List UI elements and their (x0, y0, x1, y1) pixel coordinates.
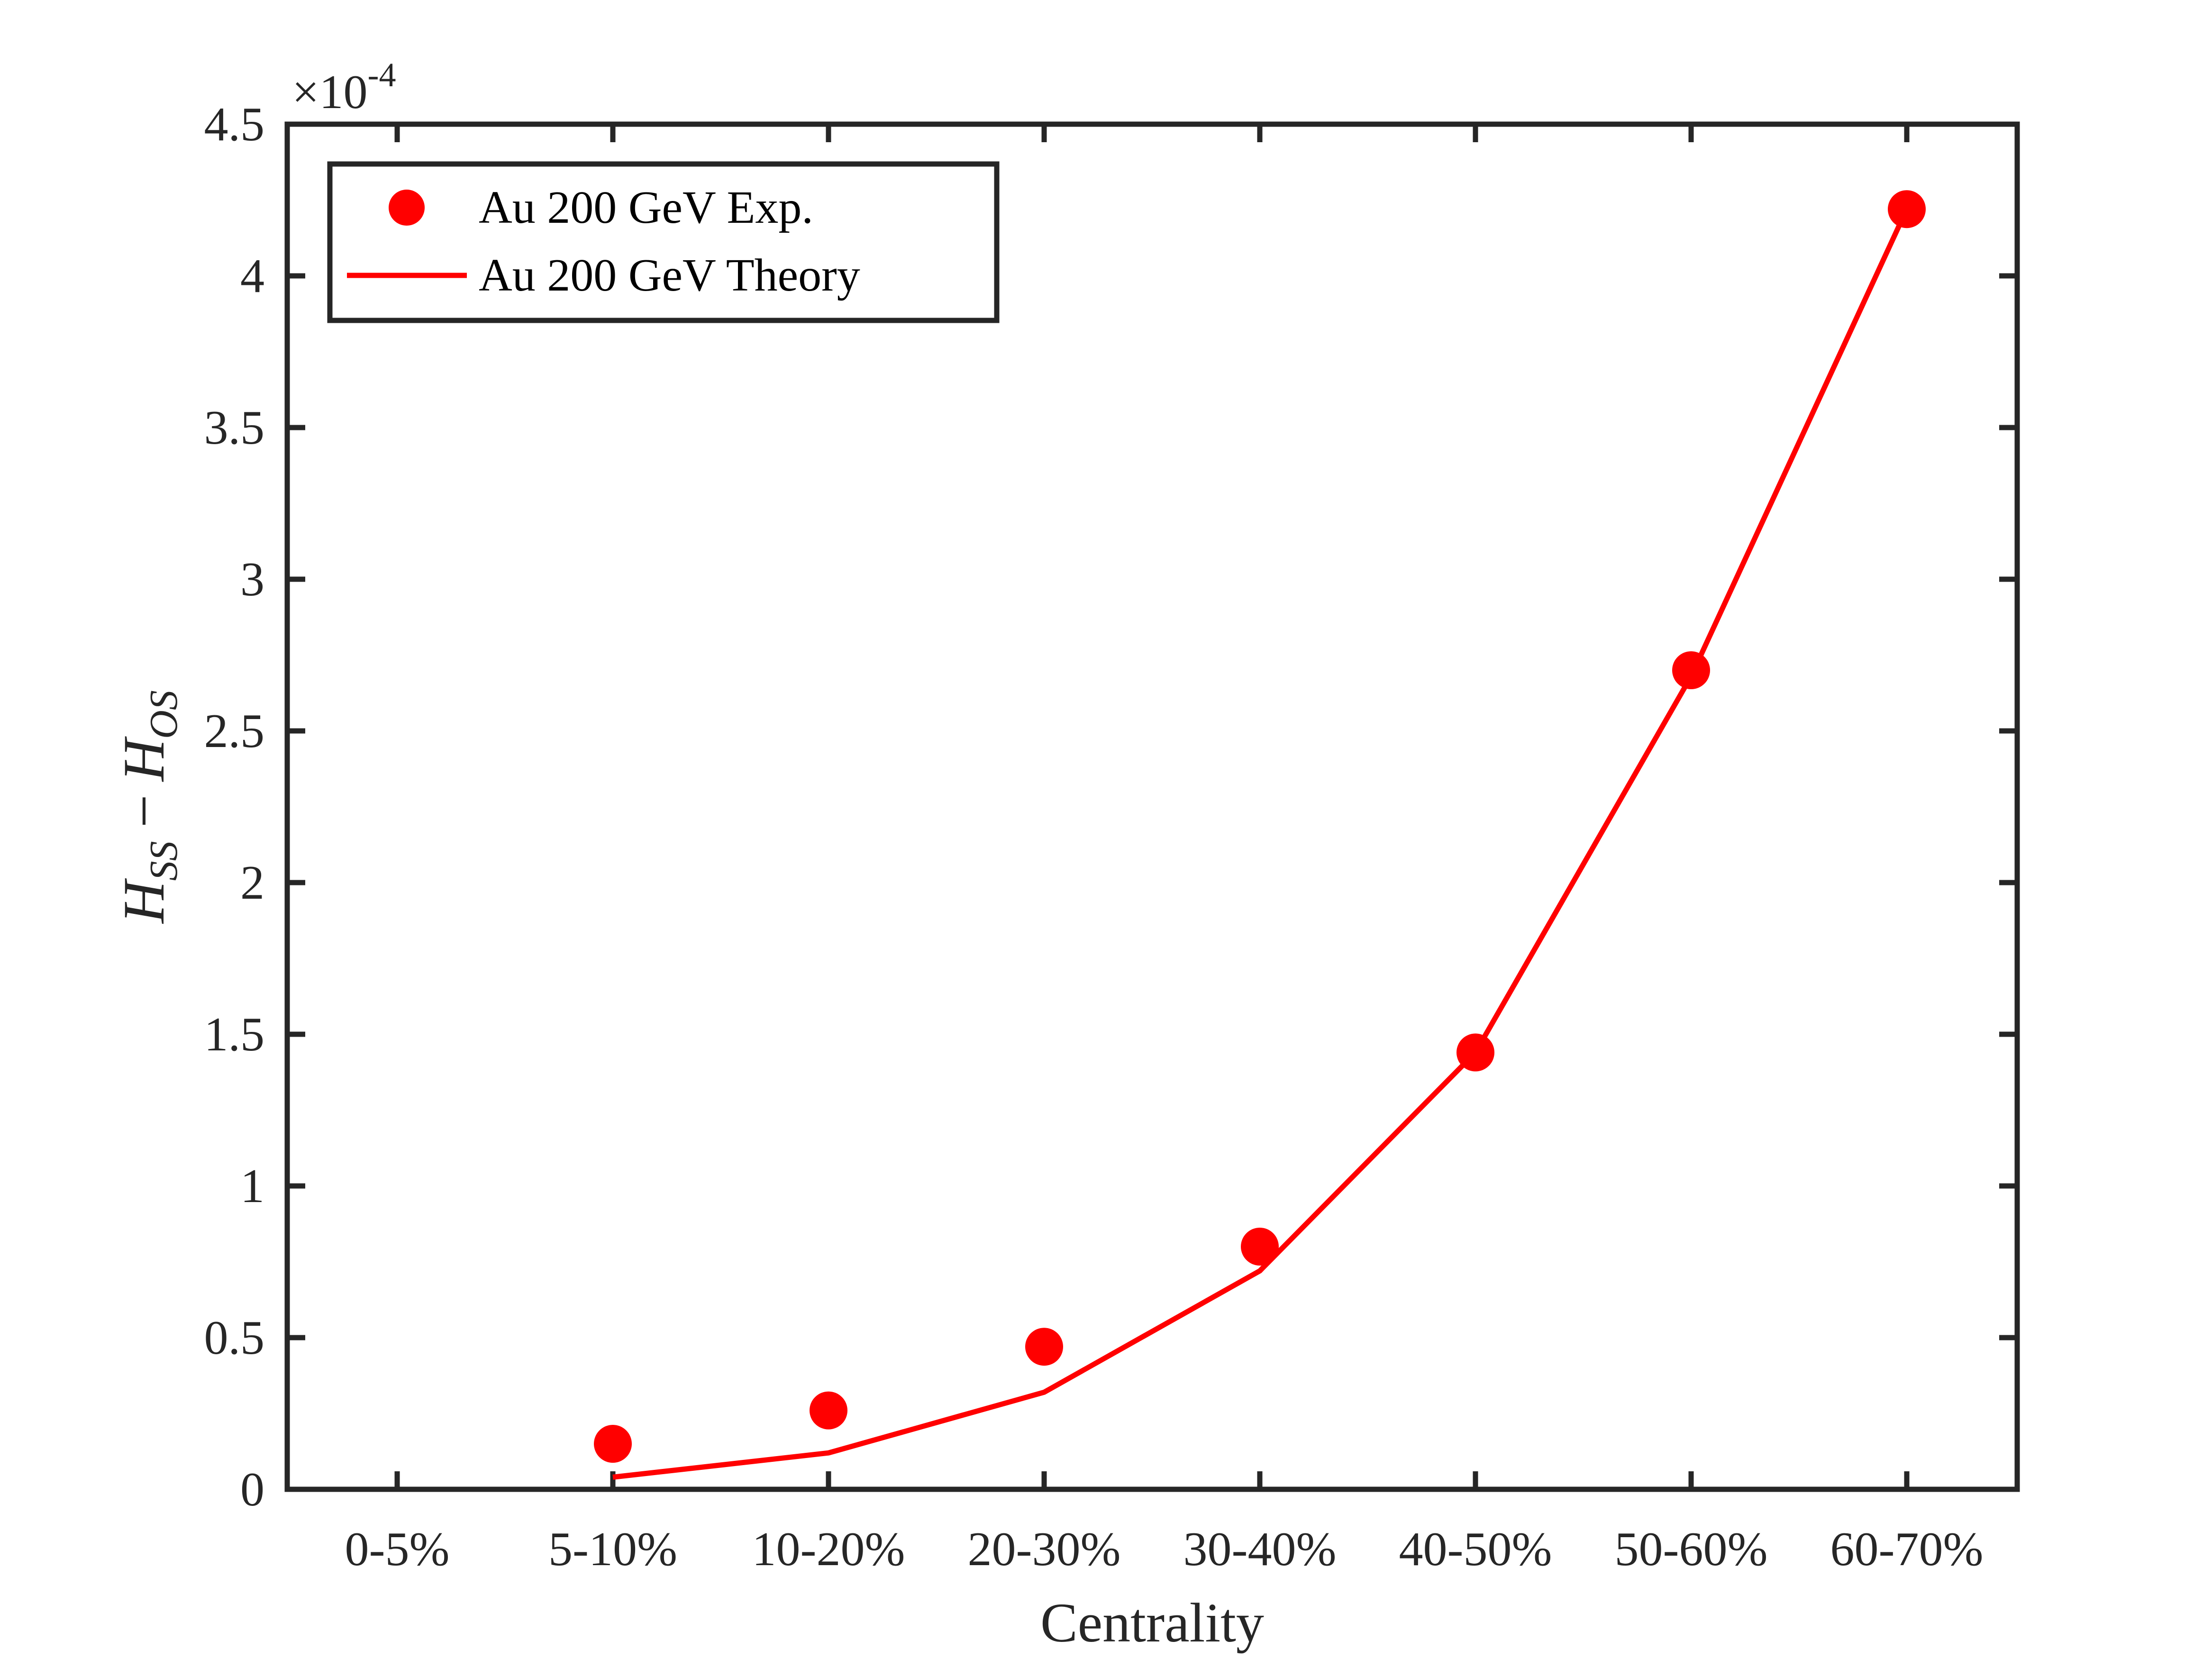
y-tick-label: 0 (240, 1463, 264, 1516)
legend-exp-label: Au 200 GeV Exp. (479, 182, 813, 233)
x-tick-label: 0-5% (345, 1522, 450, 1576)
plot-area (287, 124, 2017, 1489)
y-tick-label: 0.5 (204, 1311, 265, 1365)
legend-exp-marker (389, 190, 425, 226)
x-tick-label: 40-50% (1399, 1522, 1552, 1576)
x-tick-label: 5-10% (548, 1522, 677, 1576)
y-tick-label: 1 (240, 1159, 264, 1213)
y-axis-title: HSS−HOS (111, 690, 186, 924)
exp-data-point (1025, 1328, 1063, 1366)
x-tick-label: 20-30% (968, 1522, 1121, 1576)
x-tick-label: 10-20% (752, 1522, 905, 1576)
y-tick-label: 3.5 (204, 401, 265, 455)
x-axis-title: Centrality (1040, 1592, 1264, 1654)
y-tick-label: 2.5 (204, 704, 265, 758)
legend: Au 200 GeV Exp. Au 200 GeV Theory (327, 161, 1000, 323)
y-tick-label: 4.5 (204, 98, 265, 151)
y-tick-label: 2 (240, 856, 264, 910)
plot-frame (284, 121, 2020, 1492)
x-tick-label: 30-40% (1183, 1522, 1337, 1576)
exp-data-point (1888, 190, 1926, 228)
exp-data-point (594, 1425, 632, 1463)
y-tick-label: 4 (240, 249, 264, 303)
legend-box (327, 161, 1000, 323)
y-tick-label: 1.5 (204, 1008, 265, 1061)
exp-data-point (1241, 1228, 1279, 1266)
y-exponent-label: ×10-4 (292, 56, 396, 119)
legend-theory-label: Au 200 GeV Theory (479, 250, 860, 301)
y-tick-label: 3 (240, 553, 264, 606)
exp-data-point (1456, 1033, 1494, 1072)
series-layer (594, 190, 1926, 1480)
exp-data-point (1672, 651, 1710, 689)
x-tick-label: 60-70% (1830, 1522, 1984, 1576)
x-tick-label: 50-60% (1615, 1522, 1768, 1576)
x-ticks: 0-5% 5-10% 10-20% 20-30% 30-40% 40-50% 50-60% 6… (345, 124, 1984, 1576)
y-exponent-power: -4 (368, 56, 396, 94)
exp-data-point (810, 1391, 847, 1430)
y-ticks: 0 0.5 1 1.5 2 2.5 3 3.5 4 4.5 (204, 98, 2017, 1516)
y-exponent-base: ×10 (292, 65, 368, 119)
